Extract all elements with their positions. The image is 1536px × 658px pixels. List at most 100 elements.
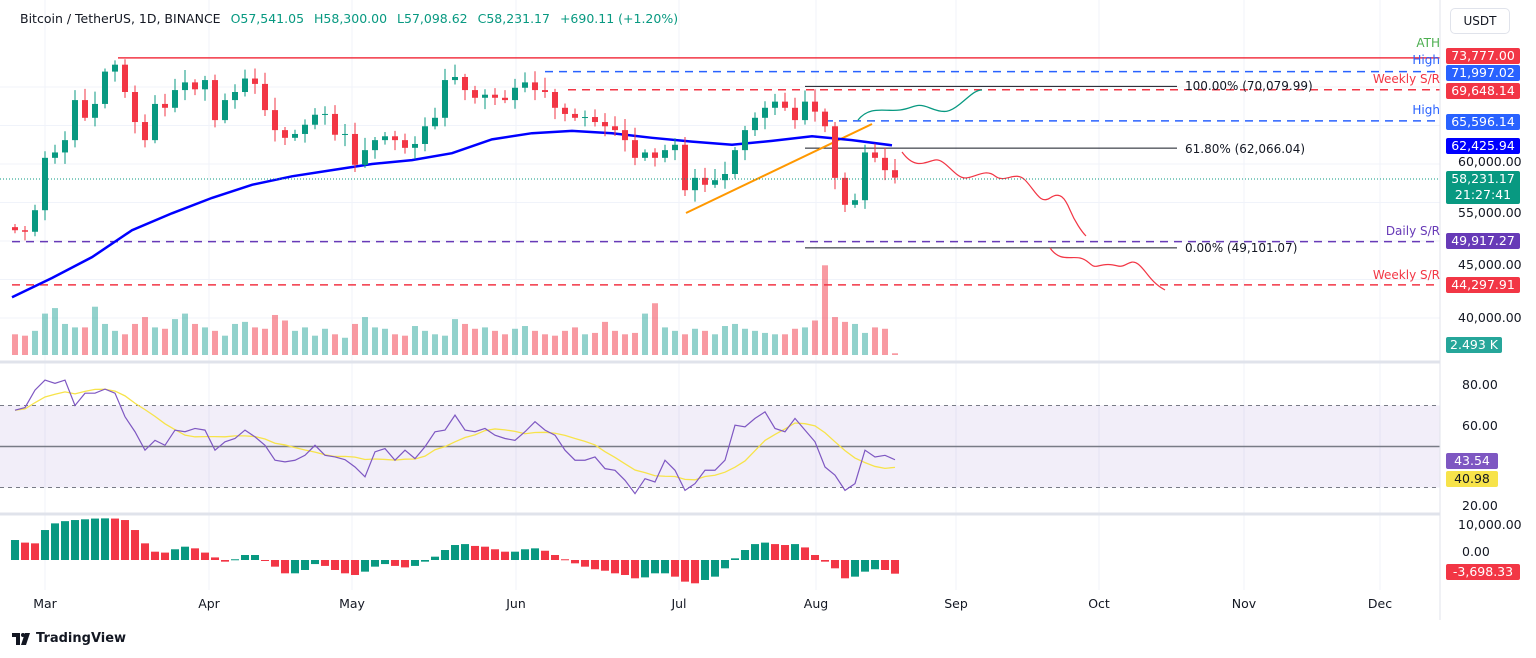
macd-bar (501, 551, 509, 560)
macd-bar (781, 545, 789, 560)
macd-bar (361, 560, 369, 572)
macd-bar (101, 518, 109, 560)
volume-bar (132, 323, 138, 355)
volume-bar (272, 314, 278, 355)
candle-body (832, 126, 838, 178)
rsi-tick: 60.00 (1462, 418, 1498, 433)
volume-bar (362, 317, 368, 355)
candle-body (532, 82, 538, 91)
volume-bar (332, 334, 338, 355)
volume-bar (372, 327, 378, 355)
macd-bar (721, 560, 729, 569)
macd-bar (121, 520, 129, 560)
volume-bar (382, 328, 388, 355)
candle-body (592, 117, 598, 123)
candle-body (682, 144, 688, 191)
macd-tick: 10,000.00 (1458, 517, 1522, 532)
macd-bar (661, 560, 669, 574)
volume-bar (722, 326, 728, 355)
volume-bar (12, 334, 18, 355)
candle-body (852, 200, 858, 205)
candle-body (322, 113, 328, 115)
symbol-legend[interactable]: Bitcoin / TetherUS, 1D, BINANCE O57,541.… (20, 11, 678, 26)
candle-body (132, 92, 138, 123)
candle-body (242, 78, 248, 93)
weekly-sr-price-tag: 69,648.14 (1446, 83, 1520, 99)
macd-bar (61, 521, 69, 560)
volume-bar (92, 306, 98, 355)
candle-body (482, 94, 488, 98)
change-value: +690.11 (+1.20%) (559, 11, 679, 26)
volume-bar (392, 334, 398, 355)
macd-bar (341, 560, 349, 574)
time-tick: Sep (944, 596, 968, 611)
macd-bar (291, 560, 299, 574)
volume-bar (862, 332, 868, 355)
volume-bar (262, 328, 268, 355)
macd-bar (571, 560, 579, 564)
candle-body (812, 101, 818, 112)
volume-bar (222, 335, 228, 355)
volume-bar (772, 334, 778, 355)
candle-body (342, 133, 348, 135)
bearish-projection-path-1[interactable] (901, 151, 1087, 237)
moving-average-100-line (11, 129, 893, 299)
candle-body (142, 122, 148, 141)
macd-bar (421, 560, 429, 562)
volume-bar (662, 327, 668, 355)
fibonacci-retracement[interactable] (805, 85, 1177, 249)
macd-bar (491, 549, 499, 560)
candlesticks (12, 59, 898, 241)
bearish-projection-path-2[interactable] (1049, 247, 1166, 291)
volume-bars (12, 265, 898, 355)
macd-bar (331, 560, 339, 570)
ath-price-tag: 73,777.00 (1446, 48, 1520, 64)
candle-body (282, 130, 288, 138)
volume-bar (682, 334, 688, 355)
volume-bar (442, 335, 448, 355)
volume-bar (202, 327, 208, 355)
candle-body (262, 83, 268, 111)
candle-body (422, 126, 428, 144)
candle-body (882, 157, 888, 171)
volume-bar (322, 328, 328, 355)
macd-bar (41, 530, 49, 560)
volume-bar (452, 319, 458, 355)
candle-body (252, 78, 258, 84)
macd-bar (651, 560, 659, 574)
support-resistance-lines[interactable] (12, 57, 1440, 286)
candle-body (302, 124, 308, 134)
volume-bar (522, 326, 528, 355)
candle-body (612, 126, 618, 131)
volume-bar (632, 332, 638, 355)
currency-button[interactable]: USDT (1450, 8, 1510, 34)
macd-bar (161, 552, 169, 560)
volume-bar (62, 323, 68, 355)
candle-body (172, 90, 178, 108)
macd-bar (841, 560, 849, 579)
fib-label-100: 100.00% (70,079.99) (1185, 79, 1313, 93)
candle-body (182, 82, 188, 91)
macd-bar (241, 555, 249, 560)
candle-body (652, 152, 658, 158)
candle-body (502, 97, 508, 101)
candle-body (162, 103, 168, 108)
candle-body (522, 82, 528, 88)
macd-bar (631, 560, 639, 579)
level-label-high: High (1412, 53, 1440, 67)
volume-bar (562, 330, 568, 355)
volume-bar (712, 334, 718, 355)
candle-body (152, 103, 158, 141)
candle-body (572, 113, 578, 118)
volume-bar (472, 328, 478, 355)
volume-bar (432, 334, 438, 355)
candle-body (292, 133, 298, 138)
candle-body (332, 113, 338, 135)
candle-body (442, 80, 448, 118)
bullish-projection-path[interactable] (857, 89, 983, 121)
tradingview-logo[interactable]: TradingView (12, 631, 126, 646)
volume-bar (792, 328, 798, 355)
fib-label-0: 0.00% (49,101.07) (1185, 241, 1298, 255)
volume-bar (112, 330, 118, 355)
